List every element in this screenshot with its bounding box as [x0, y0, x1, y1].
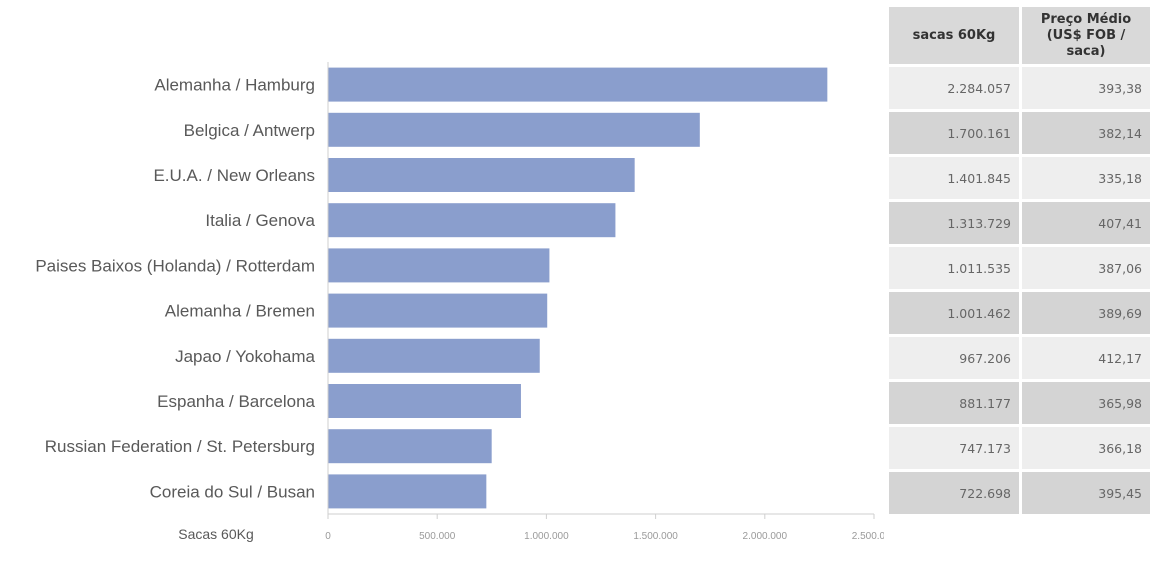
category-label: E.U.A. / New Orleans: [153, 166, 315, 185]
bar-chart: Alemanha / Hamburg Belgica / Antwerp E.U.A…: [35, 62, 884, 542]
category-label: Paises Baixos (Holanda) / Rotterdam: [35, 256, 315, 275]
header-sacas: sacas 60Kg: [889, 7, 1019, 64]
table-row: 1.011.535 387,06: [889, 247, 1150, 289]
cell-sacas: 967.206: [889, 337, 1019, 379]
cell-preco-medio: 395,45: [1022, 472, 1150, 514]
cell-sacas: 747.173: [889, 427, 1019, 469]
x-tick-label: 500.000: [419, 531, 456, 542]
cell-preco-medio: 387,06: [1022, 247, 1150, 289]
bar: [328, 158, 635, 192]
bar: [328, 248, 550, 283]
table-row: 967.206 412,17: [889, 337, 1150, 379]
category-label: Russian Federation / St. Petersburg: [45, 437, 315, 456]
category-label: Espanha / Barcelona: [157, 392, 315, 411]
x-axis-title: Sacas 60Kg: [178, 526, 254, 542]
bar: [328, 67, 828, 102]
cell-sacas: 1.700.161: [889, 112, 1019, 154]
category-label: Italia / Genova: [205, 211, 315, 230]
bar: [328, 429, 492, 464]
cell-preco-medio: 389,69: [1022, 292, 1150, 334]
cell-preco-medio: 366,18: [1022, 427, 1150, 469]
bar: [328, 474, 487, 509]
cell-preco-medio: 412,17: [1022, 337, 1150, 379]
bar: [328, 112, 700, 147]
category-label: Japao / Yokohama: [175, 347, 315, 366]
table-row: 1.001.462 389,69: [889, 292, 1150, 334]
header-preco-medio: Preço Médio (US$ FOB / saca): [1022, 7, 1150, 64]
table-row: 1.313.729 407,41: [889, 202, 1150, 244]
table-row: 1.700.161 382,14: [889, 112, 1150, 154]
x-tick-label: 1.500.000: [633, 531, 678, 542]
cell-sacas: 722.698: [889, 472, 1019, 514]
bar: [328, 384, 521, 418]
x-tick-label: 0: [325, 531, 331, 542]
cell-sacas: 1.001.462: [889, 292, 1019, 334]
cell-sacas: 1.313.729: [889, 202, 1019, 244]
category-label: Alemanha / Hamburg: [154, 76, 315, 95]
table-row: 722.698 395,45: [889, 472, 1150, 514]
cell-preco-medio: 365,98: [1022, 382, 1150, 424]
cell-preco-medio: 335,18: [1022, 157, 1150, 199]
bar: [328, 338, 540, 373]
header-preco-line2: (US$ FOB / saca): [1046, 27, 1126, 59]
data-table: sacas 60Kg Preço Médio (US$ FOB / saca) …: [886, 4, 1153, 517]
bar: [328, 293, 548, 328]
category-label: Coreia do Sul / Busan: [150, 482, 315, 501]
table-row: 2.284.057 393,38: [889, 67, 1150, 109]
cell-sacas: 2.284.057: [889, 67, 1019, 109]
x-tick-label: 2.500.000: [852, 531, 884, 542]
cell-preco-medio: 393,38: [1022, 67, 1150, 109]
bar: [328, 203, 616, 238]
x-tick-label: 1.000.000: [524, 531, 569, 542]
cell-preco-medio: 407,41: [1022, 202, 1150, 244]
header-preco-line1: Preço Médio: [1040, 11, 1132, 27]
x-tick-label: 2.000.000: [743, 531, 788, 542]
table-row: 1.401.845 335,18: [889, 157, 1150, 199]
category-label: Belgica / Antwerp: [184, 121, 315, 140]
cell-sacas: 1.401.845: [889, 157, 1019, 199]
cell-sacas: 881.177: [889, 382, 1019, 424]
table-header-row: sacas 60Kg Preço Médio (US$ FOB / saca): [889, 7, 1150, 64]
cell-sacas: 1.011.535: [889, 247, 1019, 289]
cell-preco-medio: 382,14: [1022, 112, 1150, 154]
table-row: 747.173 366,18: [889, 427, 1150, 469]
table-row: 881.177 365,98: [889, 382, 1150, 424]
category-label: Alemanha / Bremen: [165, 302, 315, 321]
